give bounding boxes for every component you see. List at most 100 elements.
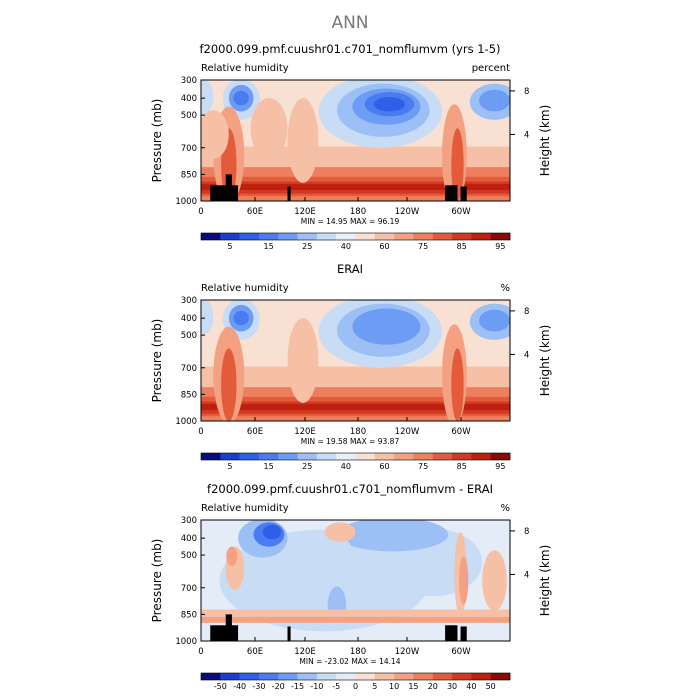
colorbar-label: 5 [372,682,377,691]
colorbar-label: 85 [457,462,467,471]
y-tick-label: 1000 [175,197,197,207]
colorbar-label: 75 [418,242,428,251]
colorbar-swatch [432,233,453,240]
figure-title: ANN [331,13,368,33]
moist-region [201,110,229,159]
colorbar-swatch [336,233,356,240]
colorbar-swatch [413,453,434,460]
x-tick-label: 120E [294,647,316,657]
y-tick-label: 400 [181,534,197,544]
colorbar-label: 30 [447,682,457,691]
colorbar-swatch [490,233,511,240]
y2-tick-label: 4 [524,350,529,360]
colorbar-swatch [336,453,356,460]
positive-region [482,550,507,611]
colorbar-frame [200,232,511,241]
colorbar-swatch [452,453,472,460]
colorbar-swatch [394,673,414,680]
contour-field [201,80,510,201]
colorbar-label: 95 [495,462,505,471]
x-tick-label: 0 [198,647,203,657]
colorbar-swatch [297,453,318,460]
x-tick-label: 120E [294,207,316,217]
terrain-block [460,626,467,641]
dry-region-edge [201,80,214,114]
terrain-block [445,185,458,201]
colorbar-label: -10 [310,682,323,691]
colorbar-label: 60 [379,462,389,471]
colorbar-swatch [413,673,434,680]
colorbar-label: 50 [486,682,496,691]
positive-band [201,616,510,623]
colorbar-swatch [258,673,279,680]
y-tick-label: 1000 [175,637,197,647]
panel-variable-label: Relative humidity [201,503,289,514]
y-axis-title: Pressure (mb) [150,319,164,403]
plot-frame [200,79,511,202]
terrain-block [225,614,232,641]
colorbar-swatch [355,233,376,240]
y2-tick-label: 8 [524,87,529,97]
colorbar-label: -5 [332,682,340,691]
contour-field [201,520,510,632]
panel-units-label: percent [472,63,510,74]
colorbar-swatch [278,453,298,460]
colorbar-label: -20 [272,682,285,691]
y-axis-title: Pressure (mb) [150,99,164,183]
terrain-block [287,186,291,201]
colorbar-swatch [297,233,318,240]
colorbar-label: 40 [466,682,476,691]
colorbar: 5 15 25 40 60 75 85 95 [200,452,511,471]
y2-axis-title: Height (km) [538,325,552,396]
colorbar-swatch [374,673,395,680]
y2-axis-title: Height (km) [538,105,552,176]
panel-3: f2000.099.pmf.cuushr01.c701_nomflumvm - … [150,482,552,691]
x-tick-label: 60E [247,647,263,657]
boundary-layer-core [201,184,510,191]
terrain-block [210,625,229,641]
min-max-stats: MIN = -23.02 MAX = 14.14 [299,657,400,666]
panel-title: f2000.099.pmf.cuushr01.c701_nomflumvm (y… [199,42,500,56]
dry-region-africa [233,90,249,106]
x-tick-label: 60W [451,207,471,217]
x-tick-label: 0 [198,207,203,217]
moist-column-africa [221,348,237,421]
y2-tick-label: 8 [524,527,529,537]
y-tick-label: 850 [181,170,197,180]
colorbar-label: 75 [418,462,428,471]
colorbar-swatch [355,453,376,460]
min-max-stats: MIN = 14.95 MAX = 96.19 [301,217,400,226]
colorbar-label: -50 [214,682,227,691]
colorbar-label: 95 [495,242,505,251]
dry-region-pacific [352,308,421,345]
moist-region [250,98,288,159]
y-tick-label: 850 [181,610,197,620]
y2-tick-label: 4 [524,130,529,140]
colorbar-label: 60 [379,242,389,251]
colorbar: 5 15 25 40 60 75 85 95 [200,232,511,251]
terrain-block [287,626,291,641]
panel-title: f2000.099.pmf.cuushr01.c701_nomflumvm - … [207,482,493,496]
y-tick-label: 700 [181,144,197,154]
colorbar-swatch [239,233,260,240]
y-tick-label: 400 [181,314,197,324]
y-tick-label: 1000 [175,417,197,427]
colorbar-label: 20 [428,682,438,691]
y2-axis-title: Height (km) [538,545,552,616]
moist-column-maritime [287,98,319,183]
colorbar-swatch [432,673,453,680]
negative-region [336,520,449,552]
positive-region [226,546,238,566]
panel-title: ERAI [337,262,363,276]
y2-tick-label: 4 [524,570,529,580]
terrain-mask [210,614,467,641]
dry-region-atlantic [479,309,510,332]
y-tick-label: 700 [181,364,197,374]
panel-1: f2000.099.pmf.cuushr01.c701_nomflumvm (y… [150,42,552,251]
colorbar-swatch [471,233,491,240]
y-axis-title: Pressure (mb) [150,539,164,623]
x-tick-label: 60E [247,207,263,217]
colorbar-swatch [278,673,298,680]
y-tick-label: 700 [181,584,197,594]
plot-frame [200,299,511,422]
